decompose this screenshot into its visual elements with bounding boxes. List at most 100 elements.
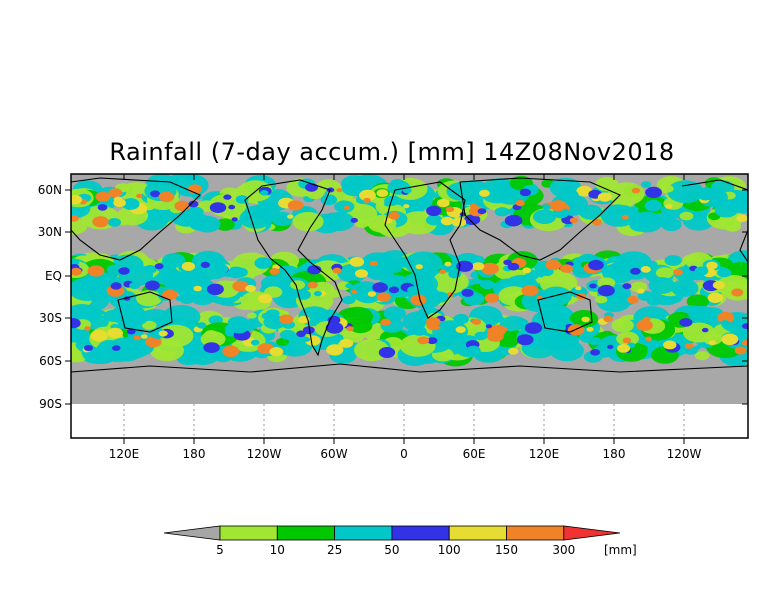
rain-cell-heavy [127,328,136,335]
y-tick-label: 60S [39,354,62,368]
rain-cell-heavy [622,283,632,290]
rain-cell [279,329,296,340]
asia-coast-left [71,177,201,261]
rain-cell-heavy [121,198,140,210]
rain-cell-heavy [359,189,376,201]
rain-cell-heavy [469,203,478,209]
rain-cell [341,175,368,192]
rain-cell-heavy [444,261,452,267]
rain-cell-heavy [631,187,641,194]
rain-cell-heavy [549,200,567,212]
rain-cell-heavy [174,200,190,212]
legend-label: 300 [552,543,575,557]
rain-cell [648,277,676,294]
rain-cell-heavy [545,341,561,352]
rain-cell-heavy [665,204,673,209]
rain-cell [647,297,661,306]
rain-cell [513,318,529,328]
rain-cell-heavy [71,267,82,276]
rain-cell-heavy [143,265,157,274]
rain-cell-heavy [640,266,651,273]
gridlines [123,404,685,438]
rain-cell-heavy [108,188,123,198]
rain-cell-heavy [487,324,506,337]
rain-cell-heavy [380,318,392,326]
rain-cell [239,208,273,229]
rain-cell [588,337,602,346]
rain-cell [679,211,694,221]
y-axis: 60N 30N EQ 30S 60S 90S [38,183,748,411]
rain-cell-heavy [717,311,735,324]
rain-cell-heavy [731,288,744,297]
rain-cell-heavy [455,326,466,333]
rain-cell [600,204,637,227]
rain-cell [479,279,495,290]
rain-cell [265,309,280,318]
rain-cell-heavy [158,330,168,337]
rain-cell-heavy [84,326,91,331]
rain-cell-heavy [150,190,161,198]
rain-cell-heavy [432,291,449,303]
rain-cell-heavy [397,256,414,268]
rain-cell-heavy [674,285,690,296]
rain-cell-heavy [200,261,210,268]
rain-cell-heavy [673,268,683,276]
rain-cell-heavy [372,282,388,293]
rain-cell-heavy [258,293,273,304]
rain-cell [470,255,485,265]
rain-cell-heavy [71,318,81,329]
rain-cell-heavy [707,292,724,303]
rain-cell-heavy [461,288,474,297]
rain-cell-heavy [336,188,343,193]
rain-cell [247,312,257,319]
rain-cell-heavy [209,202,227,214]
rain-cell-heavy [223,194,232,200]
americas-coast [244,179,343,357]
rain-cell-heavy [607,344,614,349]
rain-cell-heavy [307,265,322,275]
rain-cell-heavy [296,330,306,338]
rain-cell-heavy [567,324,585,336]
color-legend: 5 10 25 50 100 150 300 [mm] [163,525,637,557]
rain-cell-heavy [302,337,311,342]
rain-cell-heavy [445,206,455,213]
rain-cell-heavy [95,191,111,202]
rain-cell [321,269,334,277]
rain-cell-heavy [313,290,322,297]
rain-cell-heavy [494,315,502,321]
map-frame [70,173,749,439]
rain-cell-heavy [586,327,594,332]
rain-cell-heavy [133,335,141,341]
x-axis: 120E 180 120W 60W 0 60E 120E 180 120W [109,174,702,461]
rain-cell-heavy [145,336,162,348]
rain-cell [443,330,460,341]
rain-cell [337,263,368,283]
legend-label: 10 [270,543,285,557]
rainfall-field [71,174,748,367]
rain-cell-heavy [680,193,690,200]
rain-cell-heavy [228,204,236,210]
legend-label: 100 [438,543,461,557]
rain-cell-heavy [736,214,748,222]
rain-cell-heavy [211,263,229,275]
rain-cell [341,296,356,305]
rain-cell-heavy [588,259,604,271]
rain-cell-heavy [188,200,199,208]
rain-cell-heavy [83,345,94,351]
rain-cell-heavy [507,262,520,271]
rain-cell-heavy [645,186,662,198]
rain-cell-heavy [741,339,748,346]
rain-cell [630,211,664,233]
rain-cell [667,180,704,204]
map-title: Rainfall (7-day accum.) [mm] 14Z08Nov201… [109,138,675,166]
rain-cell [292,212,324,232]
rain-cell-heavy [376,189,389,198]
rain-cell-heavy [129,282,140,290]
rain-cell-heavy [198,271,207,278]
rain-cell-heavy [545,259,561,271]
rain-cell [682,322,715,343]
rain-cell-heavy [590,349,601,356]
rain-cell-heavy [466,345,481,356]
rain-cell-heavy [254,257,272,269]
